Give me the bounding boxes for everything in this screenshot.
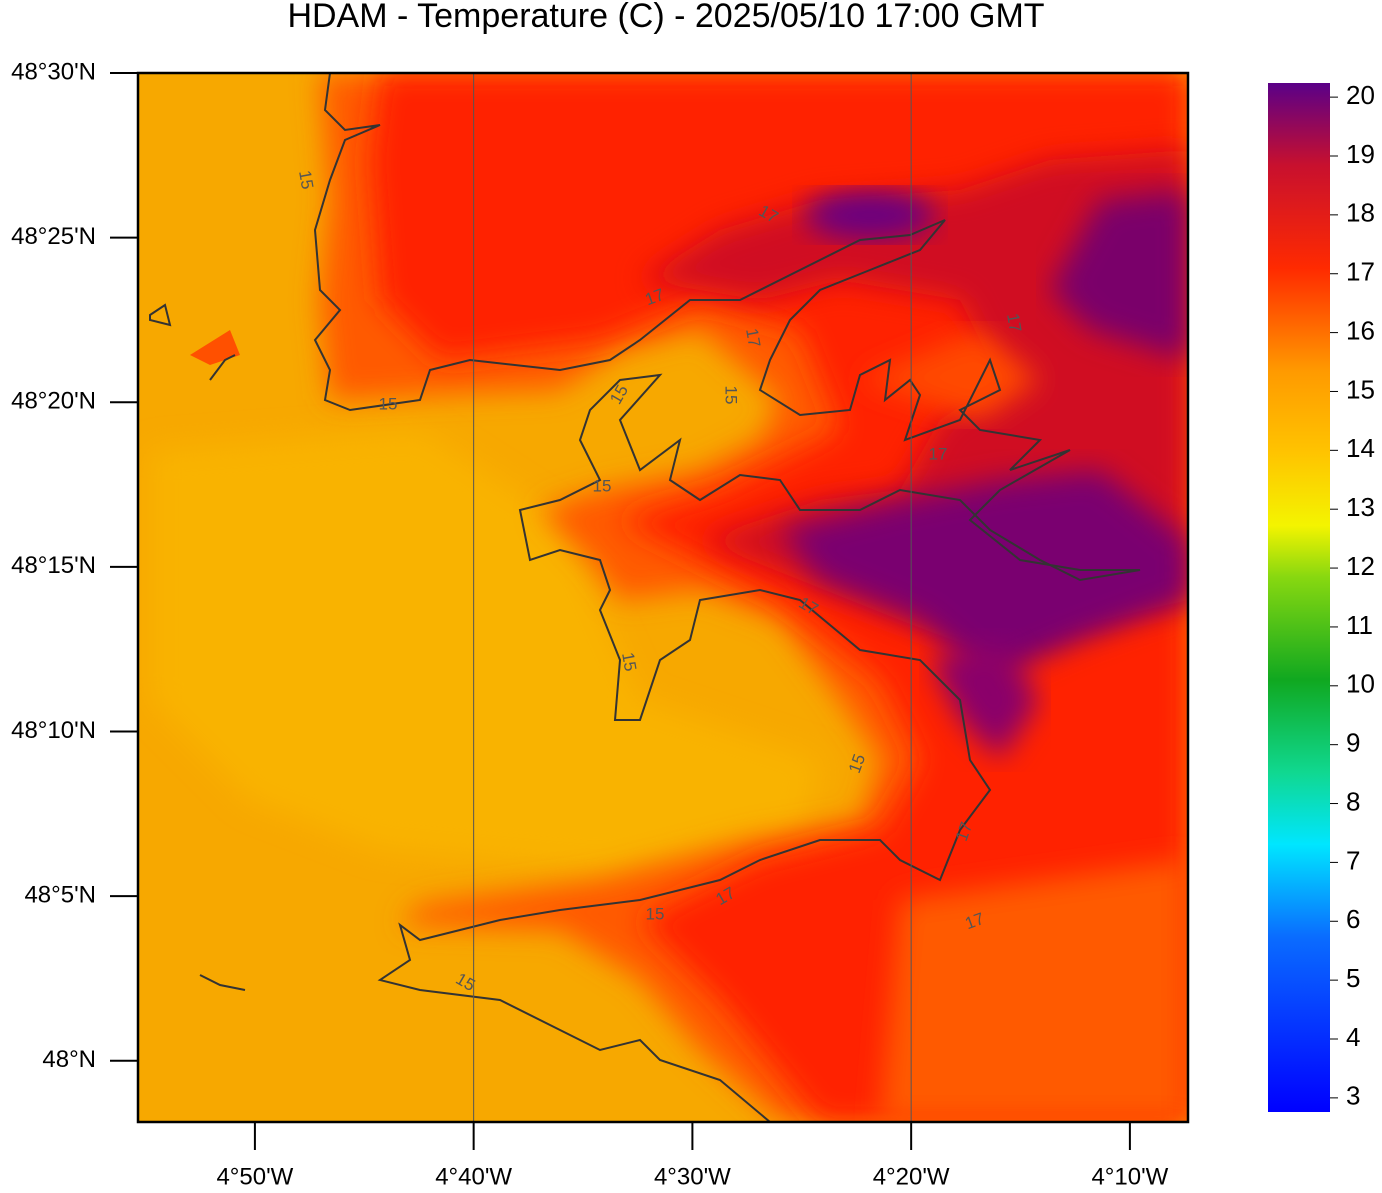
lon-tick-label: 4°20'W <box>873 1163 950 1188</box>
contour-label: 15 <box>618 651 640 673</box>
colorbar-tick-label: 9 <box>1346 728 1360 758</box>
lat-tick-label: 48°10'N <box>11 717 96 744</box>
contour-label: 17 <box>742 327 764 349</box>
colorbar-tick-label: 11 <box>1346 610 1373 640</box>
lon-tick-label: 4°30'W <box>654 1163 731 1188</box>
lat-tick-label: 48°N <box>42 1046 96 1073</box>
lat-tick-label: 48°30'N <box>11 58 96 85</box>
temperature-field <box>138 73 1188 1122</box>
colorbar-tick-label: 16 <box>1346 315 1375 345</box>
lat-tick-label: 48°5'N <box>24 881 96 908</box>
contour-label: 15 <box>295 169 317 191</box>
graticule: 48°30'N 48°25'N 48°20'N 48°15'N 48°10'N 48°5'… <box>11 58 1169 1190</box>
colorbar-ticks: 3 4 5 6 7 8 9 10 11 12 13 14 15 16 17 18 19 20 <box>1330 80 1375 1111</box>
lon-tick-label: 4°50'W <box>216 1163 293 1188</box>
lat-tick-label: 48°25'N <box>11 223 96 250</box>
map-title: HDAM - Temperature (C) - 2025/05/10 17:0… <box>287 0 1044 35</box>
coastline <box>149 73 1141 1122</box>
colorbar-tick-label: 3 <box>1346 1081 1360 1111</box>
map-frame <box>136 71 1190 1124</box>
colorbar-tick-label: 12 <box>1346 551 1375 581</box>
colorbar-tick-label: 5 <box>1346 963 1360 993</box>
colorbar-tick-label: 15 <box>1346 374 1375 404</box>
colorbar-tick-label: 17 <box>1346 257 1375 287</box>
lat-tick-label: 48°20'N <box>11 388 96 415</box>
colorbar-tick-label: 20 <box>1346 80 1375 110</box>
contour-label: 15 <box>593 476 612 495</box>
colorbar-tick-label: 13 <box>1346 492 1375 522</box>
colorbar-tick-label: 18 <box>1346 198 1375 228</box>
contour-label: 17 <box>1003 312 1025 334</box>
colorbar-tick-label: 8 <box>1346 786 1360 816</box>
colorbar-tick-label: 14 <box>1346 433 1375 463</box>
contour-label: 17 <box>929 444 948 463</box>
contour-label: 15 <box>646 904 665 923</box>
lon-tick-label: 4°40'W <box>435 1163 512 1188</box>
colorbar-tick-label: 6 <box>1346 904 1360 934</box>
colorbar-tick-label: 7 <box>1346 845 1360 875</box>
colorbar <box>1268 83 1330 1112</box>
colorbar-tick-label: 10 <box>1346 669 1375 699</box>
colorbar-tick-label: 19 <box>1346 139 1375 169</box>
contour-label: 15 <box>379 394 398 413</box>
lat-tick-label: 48°15'N <box>11 552 96 579</box>
lon-tick-label: 4°10'W <box>1091 1163 1168 1188</box>
contour-label: 15 <box>722 386 741 405</box>
colorbar-tick-label: 4 <box>1346 1022 1360 1052</box>
